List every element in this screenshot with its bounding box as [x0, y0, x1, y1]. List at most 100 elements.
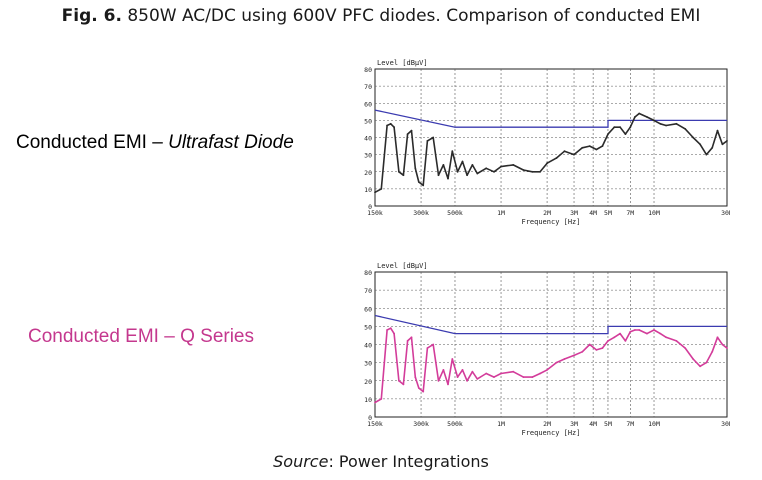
c1-point-48 — [665, 124, 667, 127]
c1-point-30 — [546, 162, 548, 165]
c1-point-43 — [634, 116, 636, 118]
c1-point-7 — [406, 133, 409, 135]
c1-point-54 — [711, 146, 714, 149]
c1-point-3 — [389, 122, 392, 125]
c1-ytick-10: 10 — [364, 186, 372, 194]
chart2-side-label: Conducted EMI – Q Series — [28, 326, 254, 347]
c1-point-28 — [531, 170, 534, 173]
c1-point-1 — [380, 188, 383, 190]
c2-point-44 — [638, 329, 641, 331]
figure-title-text: 850W AC/DC using 600V PFC diodes. Compar… — [127, 6, 701, 26]
c2-point-6 — [402, 383, 405, 386]
c1-point-9 — [414, 167, 417, 170]
c2-xtick-4M: 4M — [589, 420, 597, 428]
c1-ytick-60: 60 — [364, 100, 372, 108]
c2-point-55 — [716, 336, 719, 339]
c2-point-16 — [447, 383, 449, 386]
c2-point-30 — [546, 369, 548, 371]
c1-xtick-3M: 3M — [570, 209, 578, 217]
c2-point-53 — [705, 361, 708, 364]
c1-point-52 — [699, 143, 701, 146]
c2-point-38 — [607, 340, 609, 342]
c2-xtick-1M: 1M — [497, 420, 505, 428]
c2-xtick-30M: 30M — [721, 420, 730, 428]
c1-ytick-50: 50 — [364, 117, 372, 125]
c2-ytick-10: 10 — [364, 396, 372, 404]
c1-point-17 — [451, 150, 454, 153]
figure-number: Fig. 6. — [61, 6, 122, 26]
c1-point-13 — [432, 136, 435, 139]
c2-point-21 — [471, 370, 474, 373]
c2-point-37 — [601, 347, 604, 349]
c2-point-33 — [573, 354, 575, 357]
c2-limit-line — [374, 314, 727, 335]
c1-xtick-300k: 300k — [413, 209, 429, 217]
c1-ytick-0: 0 — [368, 203, 372, 211]
c2-point-29 — [539, 372, 541, 375]
c2-xtick-10M: 10M — [648, 420, 660, 428]
c2-point-4 — [393, 332, 395, 335]
c2-point-56 — [721, 343, 724, 346]
c1-ylabel: Level [dBµV] — [377, 59, 428, 67]
c1-point-27 — [522, 169, 525, 171]
c1-ytick-20: 20 — [364, 169, 372, 177]
chart1-label-prefix: Conducted EMI – — [16, 132, 169, 153]
c2-point-17 — [451, 358, 454, 360]
c1-xtick-500k: 500k — [447, 209, 463, 217]
c1-point-47 — [659, 122, 662, 125]
c2-point-11 — [422, 390, 425, 393]
c1-point-14 — [437, 174, 440, 177]
c1-xtick-1M: 1M — [497, 209, 505, 217]
c1-point-16 — [447, 177, 449, 180]
c2-xtick-7M: 7M — [626, 420, 634, 428]
c1-xlabel: Frequency [Hz] — [521, 218, 580, 226]
c1-point-38 — [607, 133, 609, 135]
c2-point-39 — [613, 336, 616, 339]
c2-point-50 — [684, 347, 687, 349]
c2-point-34 — [581, 350, 584, 353]
c1-point-10 — [417, 181, 420, 183]
c1-point-22 — [476, 172, 479, 175]
c1-point-19 — [461, 160, 464, 163]
c2-point-35 — [588, 343, 591, 346]
c1-point-33 — [573, 153, 575, 156]
c2-point-45 — [646, 332, 648, 335]
c1-point-41 — [624, 133, 627, 135]
c1-point-46 — [653, 119, 655, 122]
c2-ylabel: Level [dBµV] — [377, 262, 428, 270]
chart1-label-emph: Ultrafast Diode — [168, 132, 294, 153]
c2-point-3 — [389, 327, 392, 330]
c1-point-40 — [619, 126, 621, 129]
source-prefix: Source — [273, 452, 329, 471]
c2-point-41 — [624, 340, 627, 342]
c2-point-19 — [461, 369, 464, 371]
c2-ytick-70: 70 — [364, 287, 372, 295]
c1-point-45 — [646, 116, 648, 118]
c2-point-51 — [692, 358, 694, 360]
c1-point-12 — [426, 140, 429, 142]
c2-xtick-150k: 150k — [367, 420, 383, 428]
c1-point-31 — [555, 157, 558, 159]
c2-point-5 — [398, 379, 400, 382]
c1-point-44 — [638, 112, 641, 115]
c1-point-56 — [721, 143, 724, 146]
c2-point-49 — [675, 340, 678, 342]
c2-point-42 — [629, 330, 632, 333]
c2-point-23 — [485, 372, 488, 375]
c1-xtick-150k: 150k — [367, 209, 383, 217]
c1-point-0 — [374, 191, 376, 194]
source-value: : Power Integrations — [328, 452, 489, 471]
c1-point-6 — [402, 174, 405, 177]
c1-point-34 — [581, 146, 584, 149]
c2-point-27 — [522, 376, 525, 378]
c1-point-39 — [613, 126, 616, 129]
c1-xtick-7M: 7M — [626, 209, 634, 217]
c2-point-54 — [711, 350, 714, 353]
c2-ytick-80: 80 — [364, 269, 372, 277]
c2-point-26 — [512, 370, 515, 373]
c1-point-49 — [675, 122, 678, 125]
c1-point-25 — [500, 165, 502, 168]
c1-limit-line — [374, 109, 727, 128]
c2-point-57 — [726, 347, 728, 349]
c1-point-26 — [512, 164, 515, 166]
